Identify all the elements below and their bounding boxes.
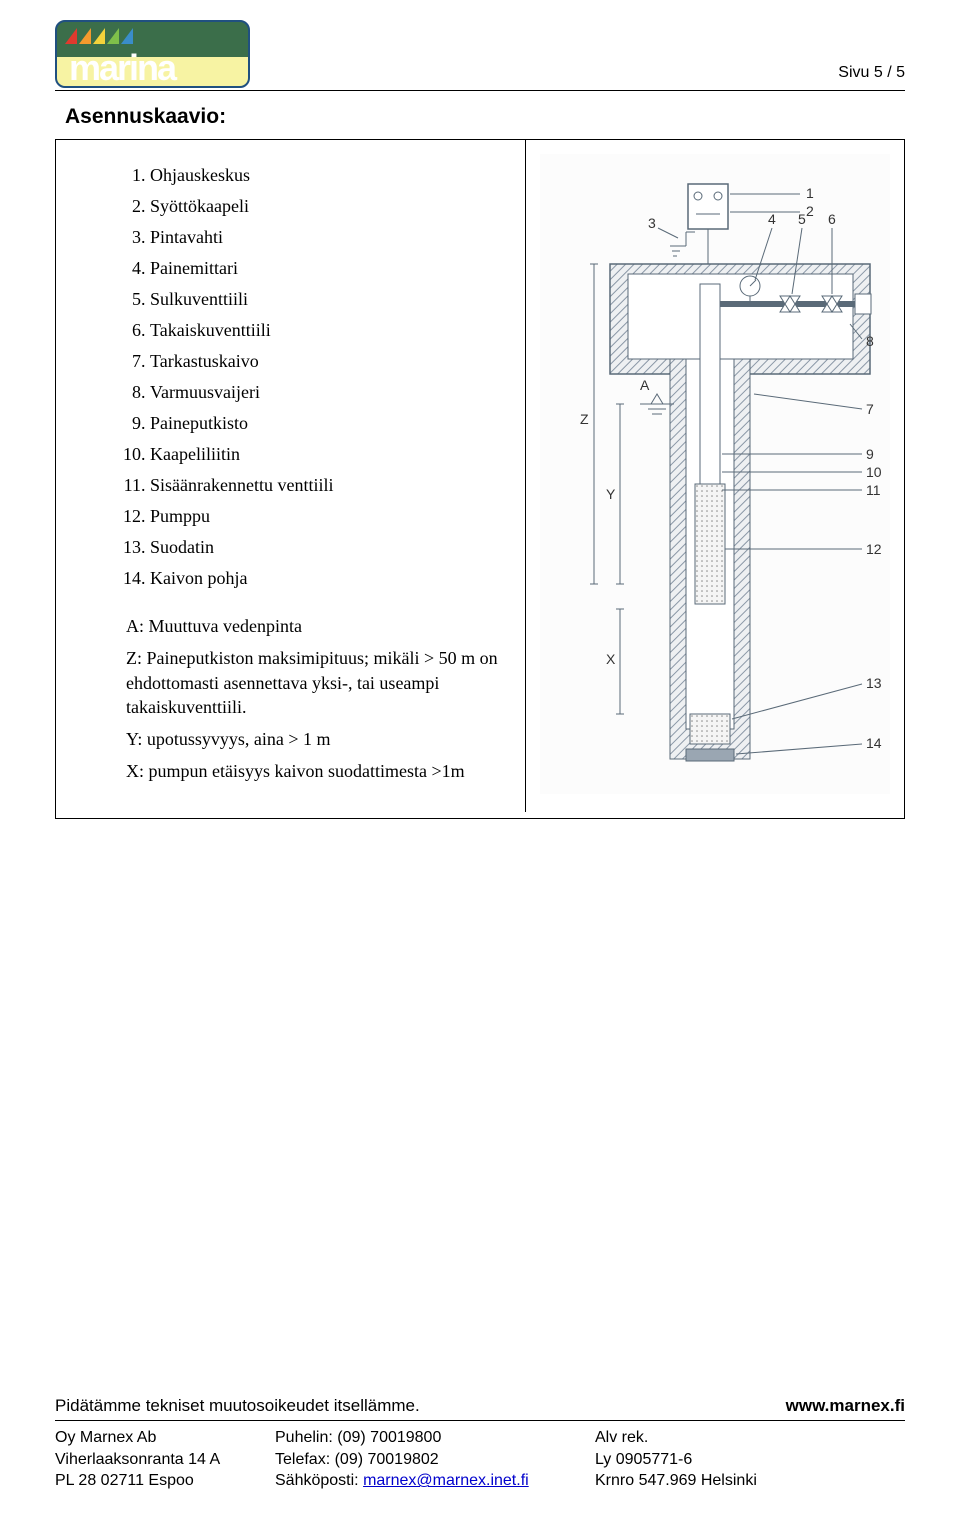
legend-column: Ohjauskeskus Syöttökaapeli Pintavahti Pa…	[56, 140, 526, 812]
svg-text:2: 2	[806, 203, 814, 219]
svg-text:8: 8	[866, 333, 874, 349]
list-item: Suodatin	[150, 532, 500, 563]
dim-label: Y	[606, 486, 616, 502]
list-item: Ohjauskeskus	[150, 160, 500, 191]
fax: Telefax: (09) 70019802	[275, 1449, 595, 1471]
company-name: Oy Marnex Ab	[55, 1427, 275, 1449]
svg-text:4: 4	[768, 211, 776, 227]
svg-text:14: 14	[866, 735, 882, 751]
reg-line: Ly 0905771-6	[595, 1449, 905, 1471]
legend-list: Ohjauskeskus Syöttökaapeli Pintavahti Pa…	[126, 160, 500, 594]
list-item: Paineputkisto	[150, 408, 500, 439]
page-title: Asennuskaavio:	[65, 105, 905, 129]
list-item: Varmuusvaijeri	[150, 377, 500, 408]
list-item: Kaivon pohja	[150, 563, 500, 594]
content: Ohjauskeskus Syöttökaapeli Pintavahti Pa…	[55, 139, 905, 819]
dim-label: X	[606, 651, 616, 667]
list-item: Tarkastuskaivo	[150, 346, 500, 377]
reg-line: Krnro 547.969 Helsinki	[595, 1470, 905, 1492]
website-link[interactable]: www.marnex.fi	[786, 1396, 905, 1416]
svg-text:7: 7	[866, 401, 874, 417]
footer-col-address: Oy Marnex Ab Viherlaaksonranta 14 A PL 2…	[55, 1427, 275, 1492]
def-Y: Y: upotussyvyys, aina > 1 m	[126, 727, 500, 751]
svg-text:10: 10	[866, 464, 882, 480]
list-item: Pumppu	[150, 501, 500, 532]
dim-Y	[616, 404, 624, 584]
email-link[interactable]: marnex@marnex.inet.fi	[363, 1472, 529, 1489]
svg-text:11: 11	[866, 482, 881, 498]
dim-Z	[590, 264, 598, 584]
reg-line: Alv rek.	[595, 1427, 905, 1449]
dim-label: Z	[580, 411, 589, 427]
svg-text:13: 13	[866, 675, 882, 691]
svg-text:3: 3	[648, 215, 656, 231]
footer-col-contact: Puhelin: (09) 70019800 Telefax: (09) 700…	[275, 1427, 595, 1492]
svg-text:12: 12	[866, 541, 882, 557]
footer-divider	[55, 1420, 905, 1421]
logo: marina	[55, 20, 250, 88]
footer: Pidätämme tekniset muutosoikeudet itsell…	[55, 1396, 905, 1492]
header: marina Sivu 5 / 5	[55, 20, 905, 88]
dim-label: A	[640, 377, 650, 393]
svg-text:5: 5	[798, 211, 806, 227]
svg-text:1: 1	[806, 185, 814, 201]
list-item: Kaapeliliitin	[150, 439, 500, 470]
list-item: Sisäänrakennettu venttiili	[150, 470, 500, 501]
address-line: PL 28 02711 Espoo	[55, 1470, 275, 1492]
def-Z: Z: Paineputkiston maksimipituus; mikäli …	[126, 646, 500, 719]
well-diagram: Z A Y X 1	[540, 154, 890, 794]
definitions: A: Muuttuva vedenpinta Z: Paineputkiston…	[126, 614, 500, 784]
list-item: Painemittari	[150, 253, 500, 284]
phone: Puhelin: (09) 70019800	[275, 1427, 595, 1449]
dim-X	[616, 609, 624, 714]
def-X: X: pumpun etäisyys kaivon suodattimesta …	[126, 759, 500, 783]
list-item: Pintavahti	[150, 222, 500, 253]
list-item: Syöttökaapeli	[150, 191, 500, 222]
header-divider	[55, 90, 905, 91]
def-A: A: Muuttuva vedenpinta	[126, 614, 500, 638]
list-item: Takaiskuventtiili	[150, 315, 500, 346]
svg-text:6: 6	[828, 211, 836, 227]
email-label: Sähköposti:	[275, 1472, 363, 1489]
svg-text:9: 9	[866, 446, 874, 462]
diagram-column: Z A Y X 1	[526, 140, 904, 813]
email-row: Sähköposti: marnex@marnex.inet.fi	[275, 1470, 595, 1492]
address-line: Viherlaaksonranta 14 A	[55, 1449, 275, 1471]
footer-col-registry: Alv rek. Ly 0905771-6 Krnro 547.969 Hels…	[595, 1427, 905, 1492]
page-number: Sivu 5 / 5	[838, 64, 905, 82]
rights-text: Pidätämme tekniset muutosoikeudet itsell…	[55, 1396, 420, 1416]
list-item: Sulkuventtiili	[150, 284, 500, 315]
logo-text: marina	[69, 47, 178, 88]
